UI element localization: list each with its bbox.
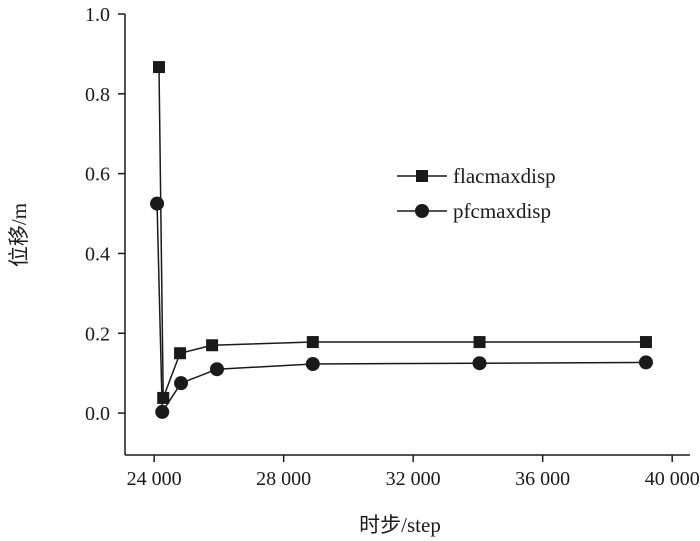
x-tick-label: 28 000 <box>256 468 311 490</box>
data-point-pfcmaxdisp <box>150 196 165 211</box>
data-point-pfcmaxdisp <box>155 404 170 419</box>
data-point-flacmaxdisp <box>639 336 652 349</box>
data-point-pfcmaxdisp <box>305 357 320 372</box>
x-tick-label: 36 000 <box>515 468 570 490</box>
data-point-flacmaxdisp <box>174 347 187 360</box>
data-point-flacmaxdisp <box>473 336 486 349</box>
x-axis-label: 时步/step <box>359 513 441 537</box>
x-tick-label: 32 000 <box>386 468 441 490</box>
data-point-pfcmaxdisp <box>209 362 224 377</box>
series-line-pfcmaxdisp <box>156 203 646 415</box>
y-tick-label: 0.6 <box>85 164 110 186</box>
data-point-pfcmaxdisp <box>638 355 653 370</box>
y-axis-label: 位移/m <box>7 203 31 267</box>
legend-label: pfcmaxdisp <box>453 199 551 223</box>
data-point-pfcmaxdisp <box>472 356 487 371</box>
series-line-flacmaxdisp <box>158 67 646 399</box>
legend-marker-flacmaxdisp <box>416 170 428 182</box>
y-tick-label: 0.8 <box>85 84 110 106</box>
data-point-flacmaxdisp <box>306 336 319 349</box>
data-point-flacmaxdisp <box>206 339 219 352</box>
x-tick-label: 24 000 <box>127 468 182 490</box>
legend-marker-pfcmaxdisp <box>415 204 429 218</box>
legend: flacmaxdisp pfcmaxdisp <box>397 164 556 223</box>
legend-label: flacmaxdisp <box>453 164 556 188</box>
y-tick-label: 0.2 <box>85 323 110 345</box>
data-point-flacmaxdisp <box>157 391 170 404</box>
data-point-pfcmaxdisp <box>174 376 189 391</box>
axes: 0.0 0.2 0.4 0.6 0.8 1.0 24 000 28 000 32 000 36 0… <box>85 4 700 490</box>
y-tick-label: 1.0 <box>85 4 110 26</box>
y-tick-label: 0.4 <box>85 243 110 265</box>
y-tick-label: 0.0 <box>85 403 110 425</box>
series-group <box>150 61 653 419</box>
data-point-flacmaxdisp <box>152 61 165 74</box>
x-tick-label: 40 000 <box>645 468 700 490</box>
